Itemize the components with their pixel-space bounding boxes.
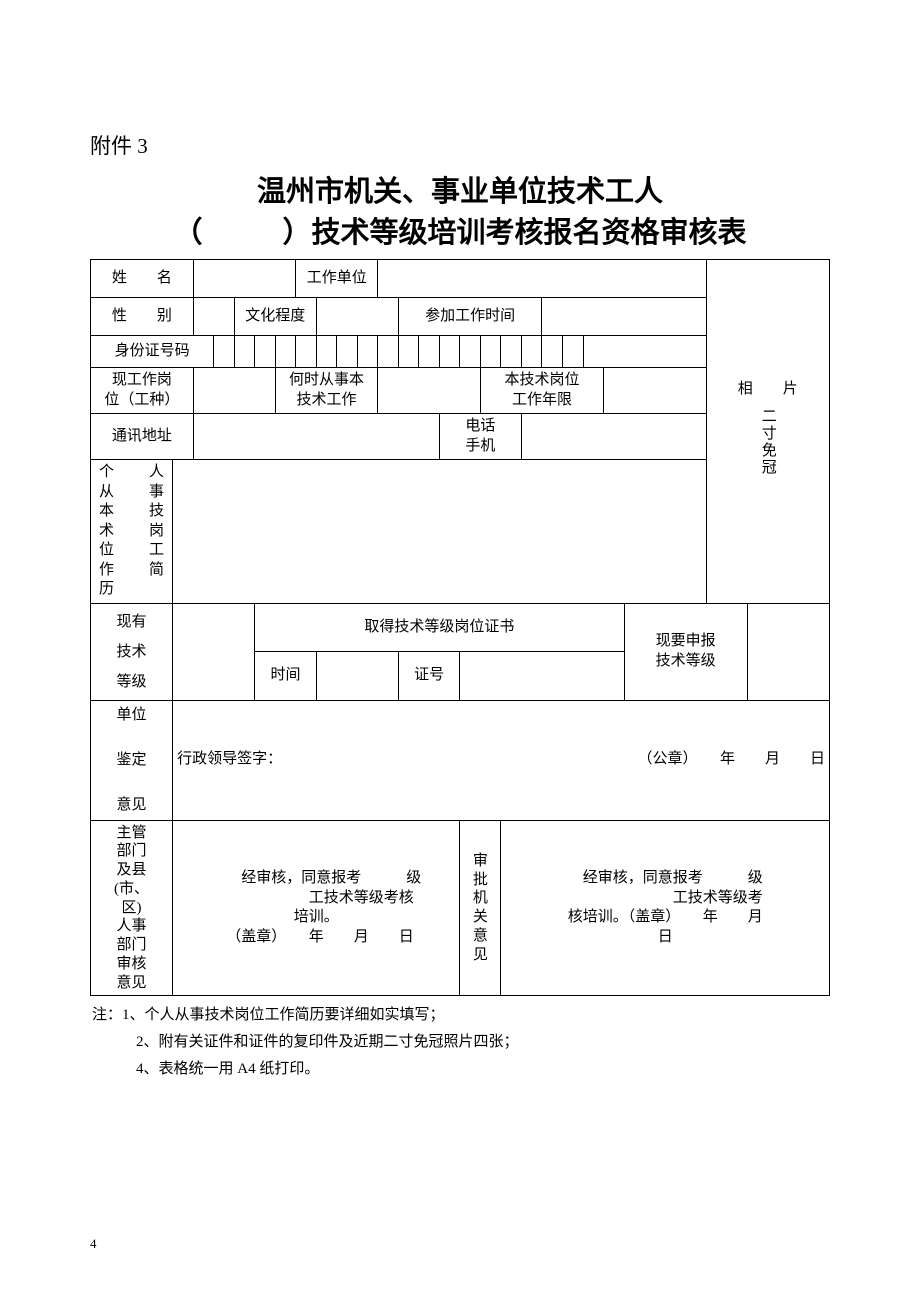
label-apply-level: 现要申报技术等级 — [624, 603, 747, 700]
field-name[interactable] — [193, 260, 296, 298]
field-cert-time[interactable] — [316, 652, 398, 701]
field-work-history[interactable] — [173, 460, 707, 604]
form-title: 温州市机关、事业单位技术工人 （）技术等级培训考核报名资格审核表 — [90, 172, 830, 253]
label-id-number: 身份证号码 — [91, 336, 214, 368]
id-digit-15[interactable] — [501, 336, 522, 368]
id-digit-12[interactable] — [439, 336, 460, 368]
id-digit-3[interactable] — [255, 336, 276, 368]
id-extra[interactable] — [583, 336, 706, 368]
field-cert-no[interactable] — [460, 652, 624, 701]
id-digit-11[interactable] — [419, 336, 440, 368]
id-digit-10[interactable] — [398, 336, 419, 368]
attachment-label: 附件 3 — [90, 130, 830, 160]
label-current-post: 现工作岗位（工种） — [91, 368, 194, 414]
field-tech-years[interactable] — [604, 368, 707, 414]
field-dept-opinion[interactable]: 经审核，同意报考 级 工技术等级考核 培训。 （盖章） 年 月 日 — [173, 820, 460, 996]
field-current-post[interactable] — [193, 368, 275, 414]
label-work-unit: 工作单位 — [296, 260, 378, 298]
field-education[interactable] — [316, 298, 398, 336]
field-work-unit[interactable] — [378, 260, 706, 298]
field-address[interactable] — [193, 414, 439, 460]
label-cert-time: 时间 — [255, 652, 317, 701]
field-phone[interactable] — [521, 414, 706, 460]
label-current-level: 现有技术等级 — [91, 603, 173, 700]
page-number: 4 — [90, 1236, 97, 1252]
label-address: 通讯地址 — [91, 414, 194, 460]
id-digit-6[interactable] — [316, 336, 337, 368]
id-digit-5[interactable] — [296, 336, 317, 368]
field-review-org[interactable]: 经审核，同意报考 级 工技术等级考 核培训。（盖章） 年 月 日 — [501, 820, 830, 996]
label-phone: 电话手机 — [439, 414, 521, 460]
id-digit-16[interactable] — [521, 336, 542, 368]
title-line-1: 温州市机关、事业单位技术工人 — [90, 172, 830, 213]
id-digit-2[interactable] — [234, 336, 255, 368]
form-notes: 注：1、个人从事技术岗位工作简历要详细如实填写； 2、附有关证件和证件的复印件及… — [90, 1002, 830, 1083]
field-apply-level[interactable] — [747, 603, 829, 700]
field-unit-opinion[interactable]: 行政领导签字： （公章） 年 月 日 — [173, 700, 830, 820]
title-line-2: （）技术等级培训考核报名资格审核表 — [90, 213, 830, 254]
application-form-table: 姓 名 工作单位 相 片 二寸免冠 性 别 文化程度 参加工作时间 身份证号码 — [90, 259, 830, 996]
id-digit-4[interactable] — [275, 336, 296, 368]
id-digit-1[interactable] — [214, 336, 235, 368]
id-digit-7[interactable] — [337, 336, 358, 368]
field-when-start[interactable] — [378, 368, 481, 414]
form-page: 附件 3 温州市机关、事业单位技术工人 （）技术等级培训考核报名资格审核表 姓 … — [0, 0, 920, 1302]
field-gender[interactable] — [193, 298, 234, 336]
id-digit-9[interactable] — [378, 336, 399, 368]
photo-box: 相 片 二寸免冠 — [706, 260, 829, 604]
label-education: 文化程度 — [234, 298, 316, 336]
id-digit-18[interactable] — [562, 336, 583, 368]
unit-sign-label: 行政领导签字： — [177, 750, 282, 770]
id-digit-8[interactable] — [357, 336, 378, 368]
label-name: 姓 名 — [91, 260, 194, 298]
label-dept-opinion: 主管部门及县(市、区)人事部门审核意见 — [91, 820, 173, 996]
label-cert-no: 证号 — [398, 652, 460, 701]
label-review-org: 审批机关意见 — [460, 820, 501, 996]
field-join-time[interactable] — [542, 298, 706, 336]
label-obtain-cert: 取得技术等级岗位证书 — [255, 603, 624, 652]
label-gender: 性 别 — [91, 298, 194, 336]
id-digit-13[interactable] — [460, 336, 481, 368]
id-digit-17[interactable] — [542, 336, 563, 368]
id-digit-14[interactable] — [480, 336, 501, 368]
label-work-history: 个人从事本技术岗位工作简历 — [91, 460, 173, 604]
label-tech-years: 本技术岗位工作年限 — [480, 368, 603, 414]
label-when-start: 何时从事本技术工作 — [275, 368, 378, 414]
unit-stamp-date: （公章） 年 月 日 — [637, 750, 825, 770]
field-current-level[interactable] — [173, 603, 255, 700]
label-unit-opinion: 单位鉴定意见 — [91, 700, 173, 820]
label-join-time: 参加工作时间 — [398, 298, 542, 336]
